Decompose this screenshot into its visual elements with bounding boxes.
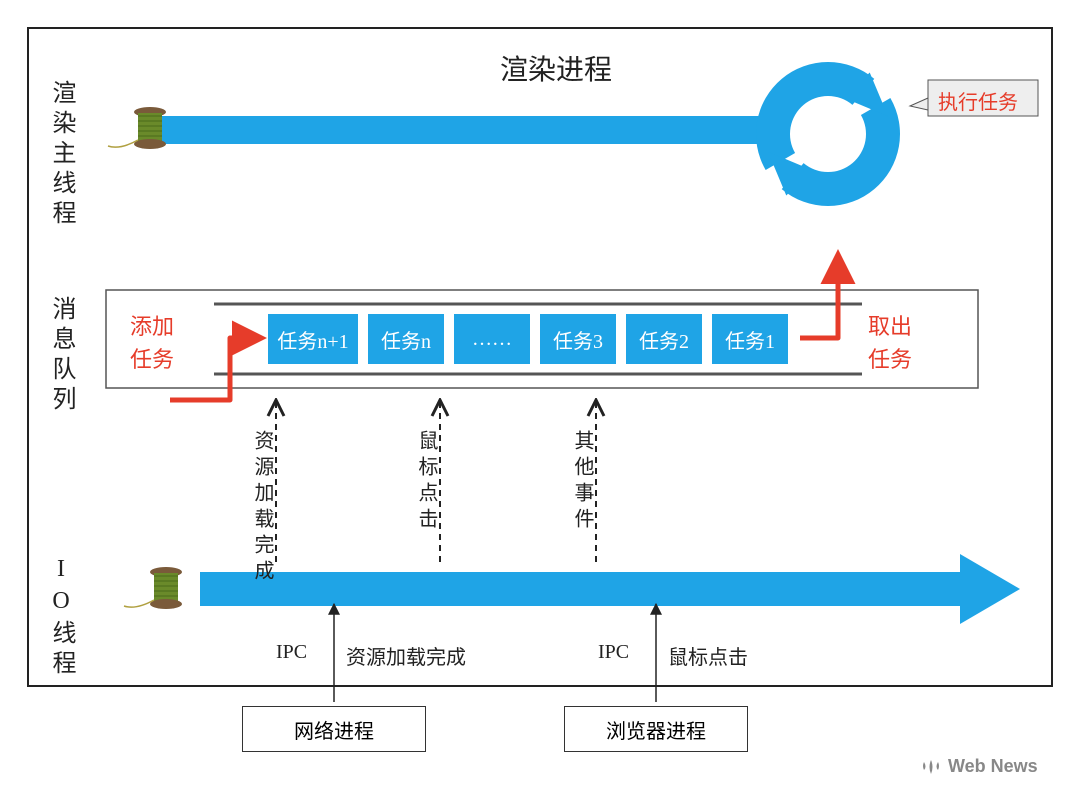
process-box: 浏览器进程 <box>564 706 748 752</box>
side-label-queue: 消息队列 <box>44 296 79 416</box>
task-box: 任务3 <box>540 314 616 364</box>
event-label: 资源加载完成 <box>248 430 277 586</box>
queue-label-add: 添加任务 <box>130 310 174 376</box>
task-box: 任务n+1 <box>268 314 358 364</box>
ipc-label: IPC <box>276 641 307 664</box>
side-label-io_thread: IO线程 <box>44 556 79 680</box>
event-label: 鼠标点击 <box>412 430 441 534</box>
speech-bubble-text: 执行任务 <box>938 86 1018 115</box>
diagram-svg <box>0 0 1080 789</box>
ipc-label: IPC <box>598 641 629 664</box>
watermark: Web News <box>920 756 1038 777</box>
queue-label-take: 取出任务 <box>868 310 912 376</box>
task-box: …… <box>454 314 530 364</box>
ipc-side-label: 鼠标点击 <box>668 641 748 670</box>
diagram-title: 渲染进程 <box>500 48 612 88</box>
ipc-side-label: 资源加载完成 <box>346 641 466 670</box>
event-label: 其他事件 <box>568 430 597 534</box>
task-box: 任务2 <box>626 314 702 364</box>
task-box: 任务n <box>368 314 444 364</box>
task-box: 任务1 <box>712 314 788 364</box>
side-label-render_thread: 渲染主线程 <box>44 80 79 230</box>
process-box: 网络进程 <box>242 706 426 752</box>
